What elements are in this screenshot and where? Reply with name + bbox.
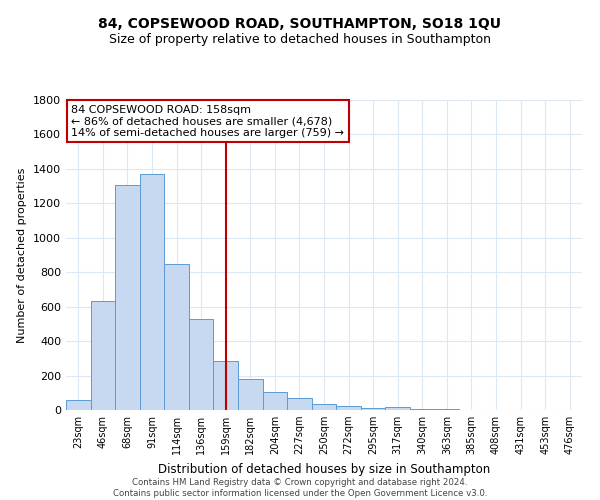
Bar <box>410 409 434 410</box>
Bar <box>312 404 336 410</box>
Bar <box>91 300 115 410</box>
Bar <box>287 398 312 410</box>
Bar <box>164 264 189 410</box>
Bar <box>385 408 410 410</box>
Bar <box>189 318 214 410</box>
X-axis label: Distribution of detached houses by size in Southampton: Distribution of detached houses by size … <box>158 462 490 475</box>
Bar <box>336 406 361 410</box>
Bar <box>140 174 164 410</box>
Bar <box>361 408 385 410</box>
Bar <box>263 392 287 410</box>
Text: Contains HM Land Registry data © Crown copyright and database right 2024.
Contai: Contains HM Land Registry data © Crown c… <box>113 478 487 498</box>
Text: Size of property relative to detached houses in Southampton: Size of property relative to detached ho… <box>109 32 491 46</box>
Text: 84 COPSEWOOD ROAD: 158sqm
← 86% of detached houses are smaller (4,678)
14% of se: 84 COPSEWOOD ROAD: 158sqm ← 86% of detac… <box>71 104 344 138</box>
Text: 84, COPSEWOOD ROAD, SOUTHAMPTON, SO18 1QU: 84, COPSEWOOD ROAD, SOUTHAMPTON, SO18 1Q… <box>98 18 502 32</box>
Bar <box>238 379 263 410</box>
Bar <box>66 400 91 410</box>
Y-axis label: Number of detached properties: Number of detached properties <box>17 168 28 342</box>
Bar <box>115 185 140 410</box>
Bar <box>214 361 238 410</box>
